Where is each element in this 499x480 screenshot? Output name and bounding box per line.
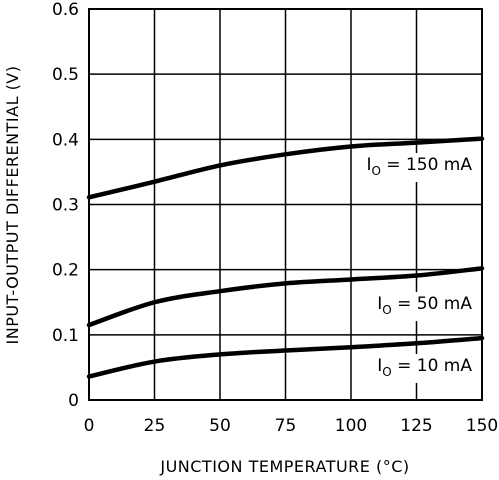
series-label-rest: = 50 mA xyxy=(392,294,473,314)
series-label: IO = 50 mA xyxy=(377,294,472,317)
series-label-subscript: O xyxy=(382,365,391,379)
x-tick-label: 150 xyxy=(466,416,498,436)
x-tick-label: 125 xyxy=(400,416,432,436)
series-label-background xyxy=(362,153,475,182)
x-tick-labels: 0 25 50 75 100 125 150 xyxy=(84,416,499,436)
series-label-main: I xyxy=(377,294,382,314)
x-tick-label: 100 xyxy=(335,416,367,436)
y-tick-labels: 0 0.1 0.2 0.3 0.4 0.5 0.6 xyxy=(52,0,79,411)
series-label-background xyxy=(373,292,475,321)
series-label-subscript: O xyxy=(382,303,391,317)
y-tick-label: 0.2 xyxy=(52,261,79,281)
y-axis-label: INPUT-OUTPUT DIFFERENTIAL (V) xyxy=(3,66,22,345)
series-label-subscript: O xyxy=(371,164,380,178)
y-tick-label: 0.4 xyxy=(52,130,79,150)
series-label-background xyxy=(373,354,475,383)
x-tick-label: 25 xyxy=(144,416,166,436)
y-tick-label: 0 xyxy=(68,391,79,411)
series-label: IO = 10 mA xyxy=(377,356,472,379)
series-label-main: I xyxy=(377,356,382,376)
series-label-main: I xyxy=(366,155,371,175)
x-tick-label: 75 xyxy=(275,416,297,436)
series-lines xyxy=(86,136,485,379)
series-label-rest: = 150 mA xyxy=(381,155,472,175)
series-line xyxy=(86,335,485,379)
series-label: IO = 150 mA xyxy=(366,155,472,178)
series-line xyxy=(86,266,485,328)
y-tick-label: 0.6 xyxy=(52,0,79,20)
y-tick-label: 0.1 xyxy=(52,326,79,346)
y-tick-label: 0.5 xyxy=(52,65,79,85)
x-tick-label: 0 xyxy=(84,416,95,436)
series-line xyxy=(86,136,485,200)
x-axis-label: JUNCTION TEMPERATURE (°C) xyxy=(159,457,409,476)
plot-frame xyxy=(88,8,483,401)
x-tick-label: 50 xyxy=(209,416,231,436)
series-label-rest: = 10 mA xyxy=(392,356,473,376)
y-tick-label: 0.3 xyxy=(52,196,79,216)
